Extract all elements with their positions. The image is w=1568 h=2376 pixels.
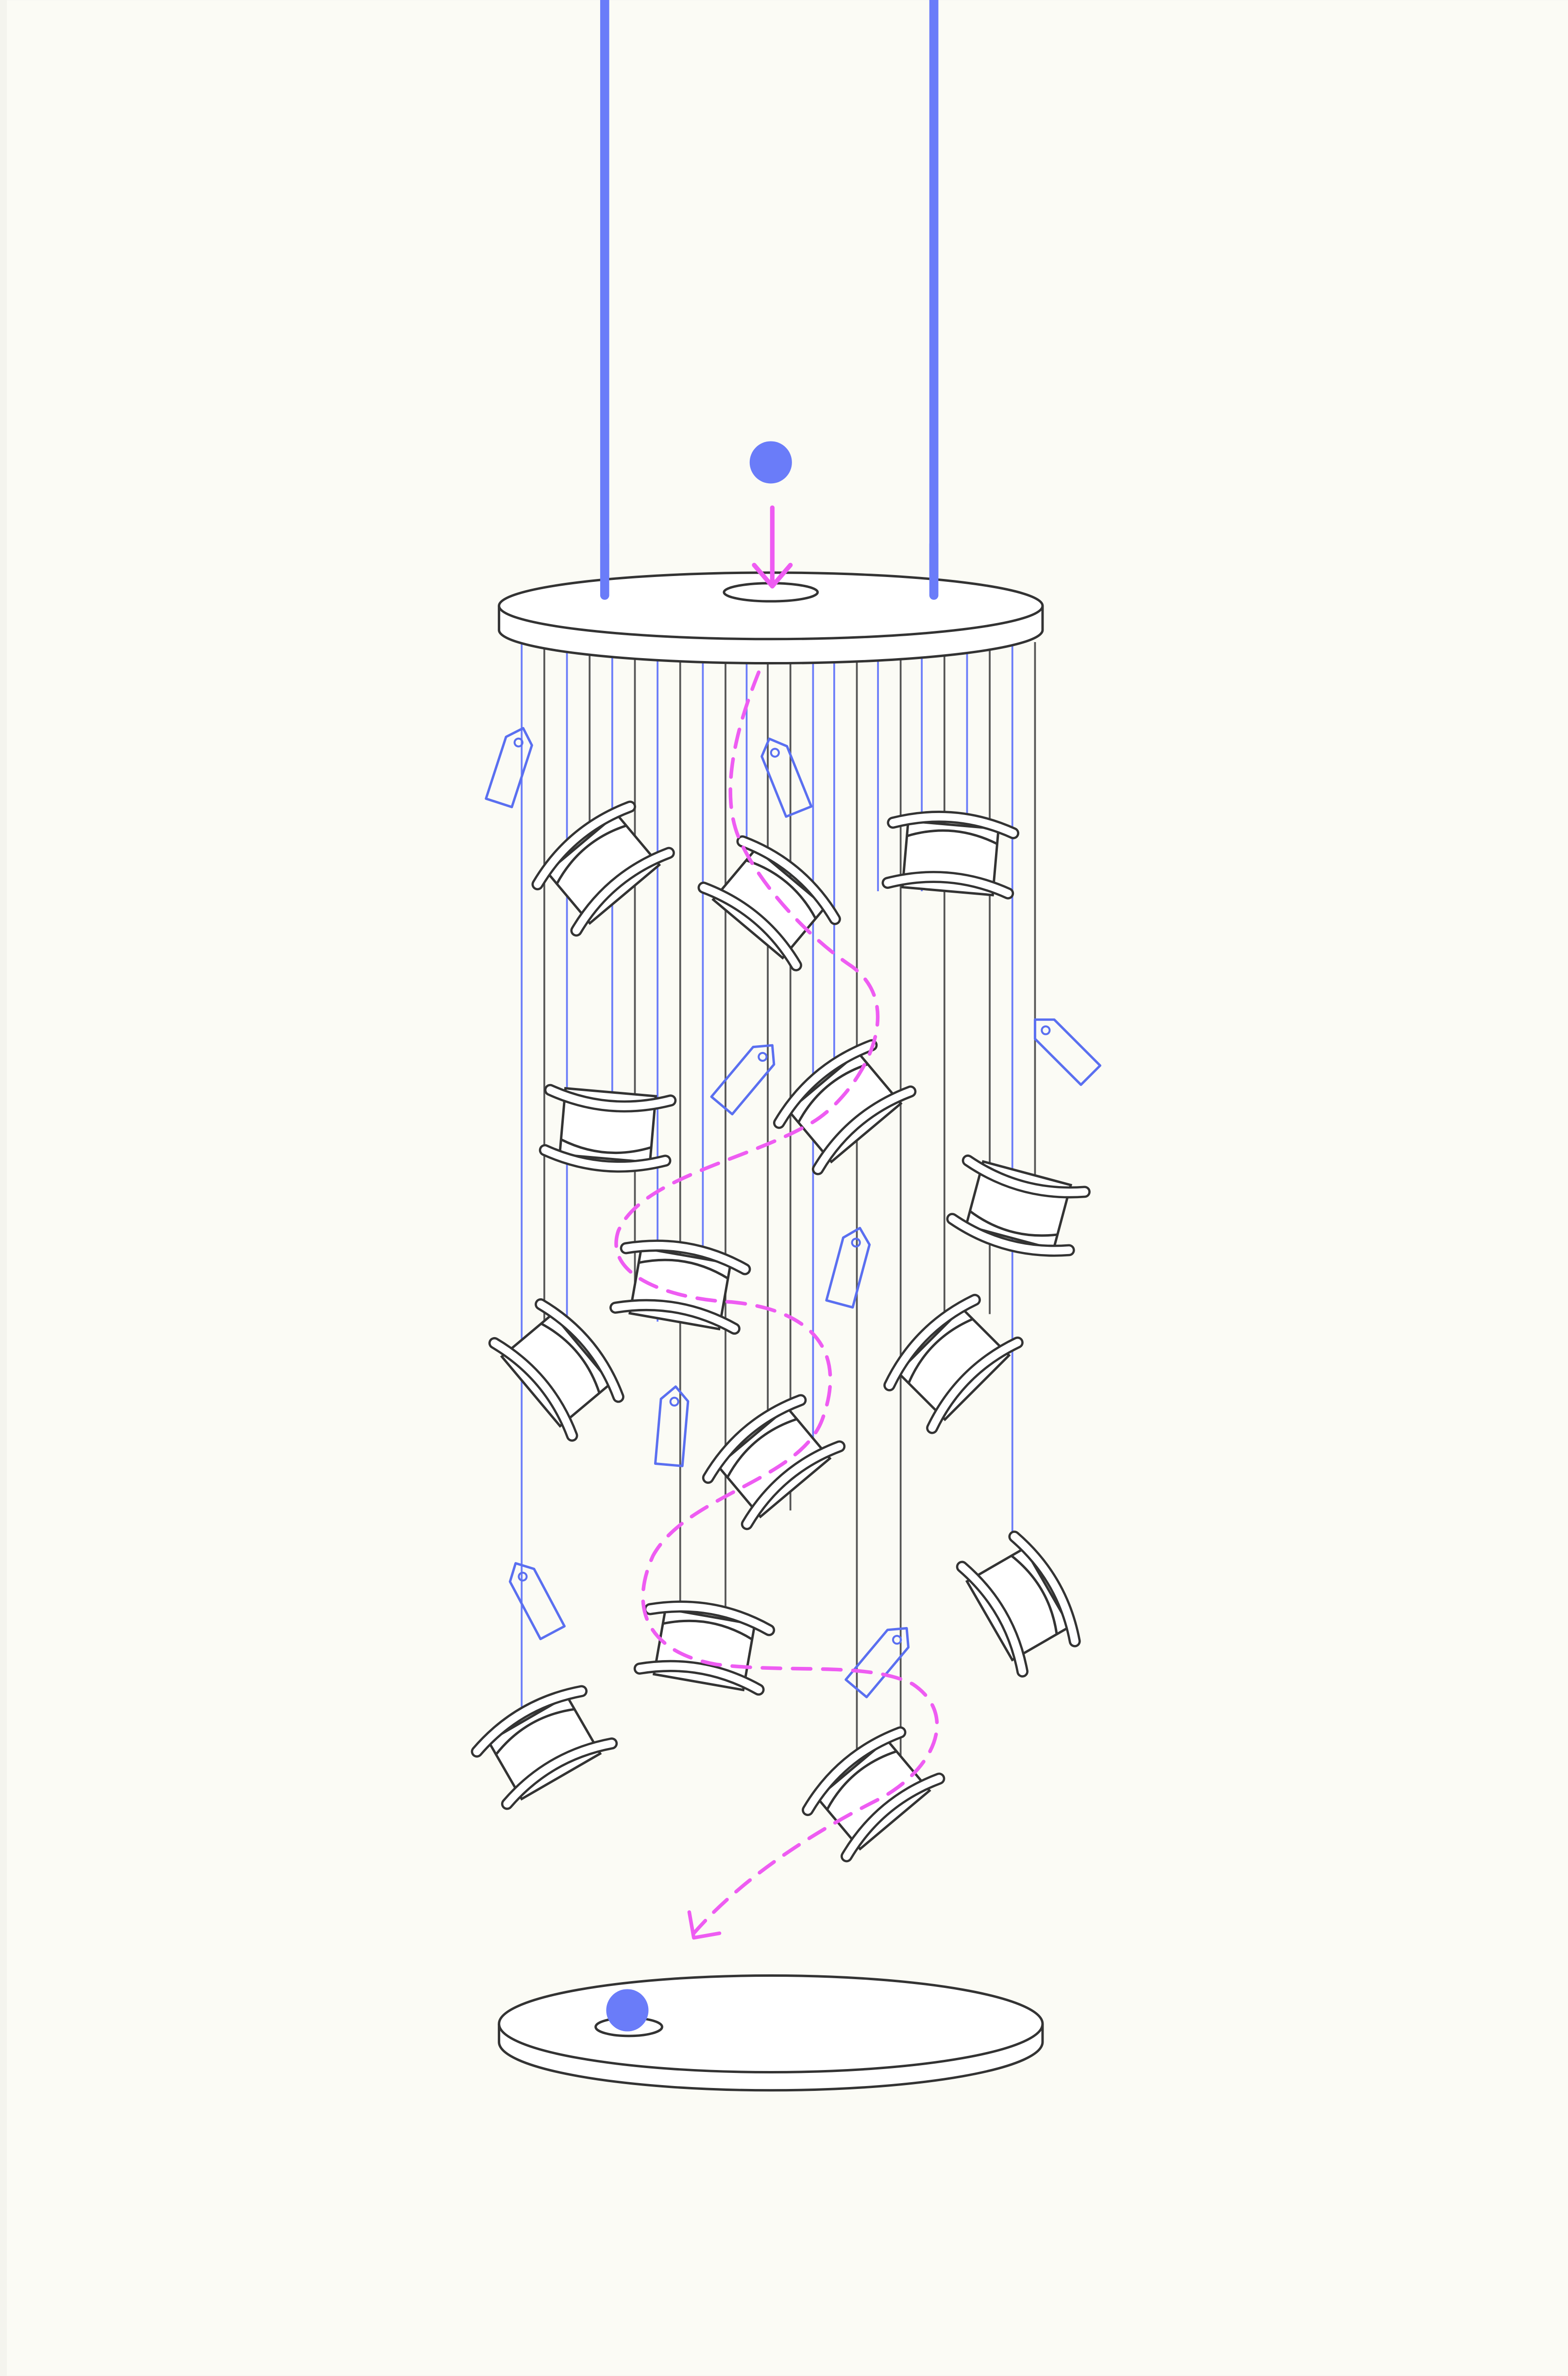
ball-end bbox=[606, 1989, 649, 2032]
diagram-canvas bbox=[7, 0, 1568, 2376]
top-disc bbox=[498, 571, 1044, 665]
spool-icon bbox=[544, 1087, 671, 1171]
hanging-strings bbox=[521, 642, 1036, 1760]
spool-icon bbox=[887, 812, 1014, 896]
bottom-disc bbox=[498, 1974, 1044, 2092]
hanging-spool-diagram bbox=[7, 0, 1568, 2376]
dashed-path bbox=[614, 670, 939, 1940]
arrow-icon bbox=[752, 505, 793, 589]
ball-start bbox=[749, 441, 792, 484]
